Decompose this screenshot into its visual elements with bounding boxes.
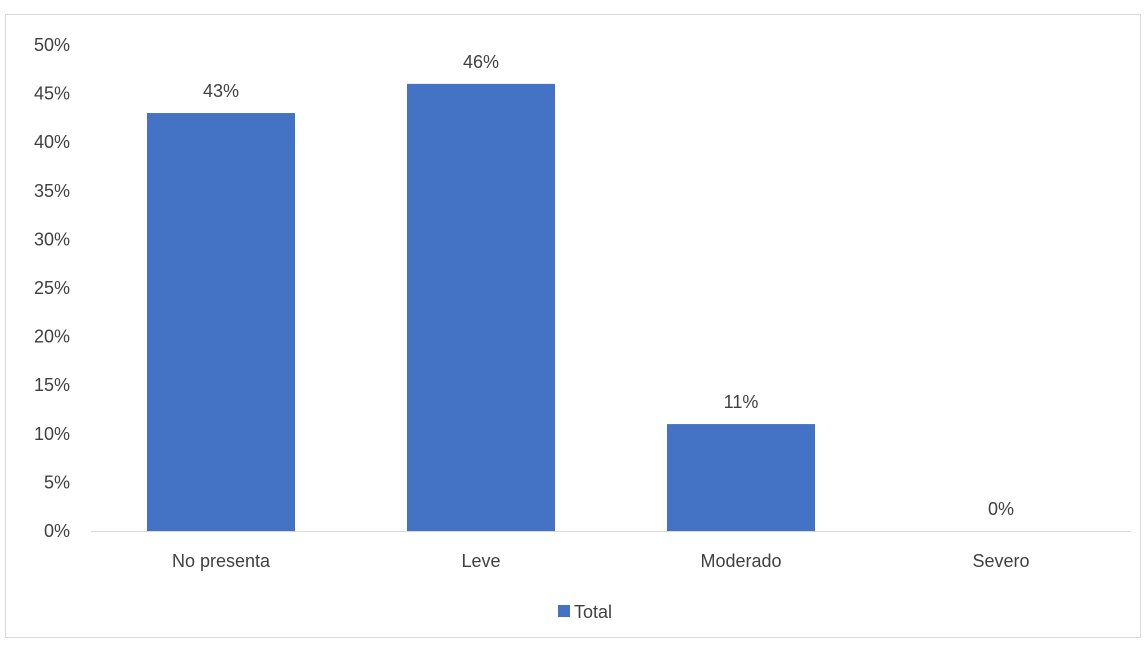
x-category-label: Severo (972, 551, 1029, 571)
x-category-label: Moderado (700, 551, 781, 571)
data-label: 43% (203, 81, 239, 101)
x-category-label: Leve (461, 551, 500, 571)
bar-leve (407, 83, 555, 531)
y-tick-label: 5% (44, 472, 70, 492)
y-tick-label: 30% (34, 229, 70, 249)
chart-area: 0% 5% 10% 15% 20% 25% 30% 35% 40% 45% 50% 43% 46% 11… (5, 14, 1141, 638)
y-tick-label: 45% (34, 84, 70, 104)
bar-chart: 0% 5% 10% 15% 20% 25% 30% 35% 40% 45% 50% 43% 46% 11… (34, 35, 1131, 622)
y-tick-label: 35% (34, 181, 70, 201)
y-axis-tick-labels: 0% 5% 10% 15% 20% 25% 30% 35% 40% 45% 50% (34, 35, 70, 541)
y-tick-label: 20% (34, 327, 70, 347)
legend-swatch-total (558, 605, 570, 617)
data-label: 11% (724, 392, 759, 412)
y-tick-label: 10% (34, 424, 70, 444)
y-tick-label: 0% (44, 521, 70, 541)
y-tick-label: 15% (34, 375, 70, 395)
legend-label-total: Total (574, 602, 612, 622)
y-tick-label: 40% (34, 132, 70, 152)
data-label: 46% (463, 52, 499, 72)
x-category-label: No presenta (172, 551, 271, 571)
bar-moderado (667, 424, 815, 531)
y-tick-label: 25% (34, 278, 70, 298)
data-label: 0% (988, 499, 1014, 519)
legend: Total (558, 602, 612, 622)
y-tick-label: 50% (34, 35, 70, 55)
data-labels: 43% 46% 11% 0% (203, 52, 1014, 519)
bar-series (147, 83, 815, 531)
x-axis-category-labels: No presenta Leve Moderado Severo (172, 551, 1030, 571)
bar-no-presenta (147, 113, 295, 531)
